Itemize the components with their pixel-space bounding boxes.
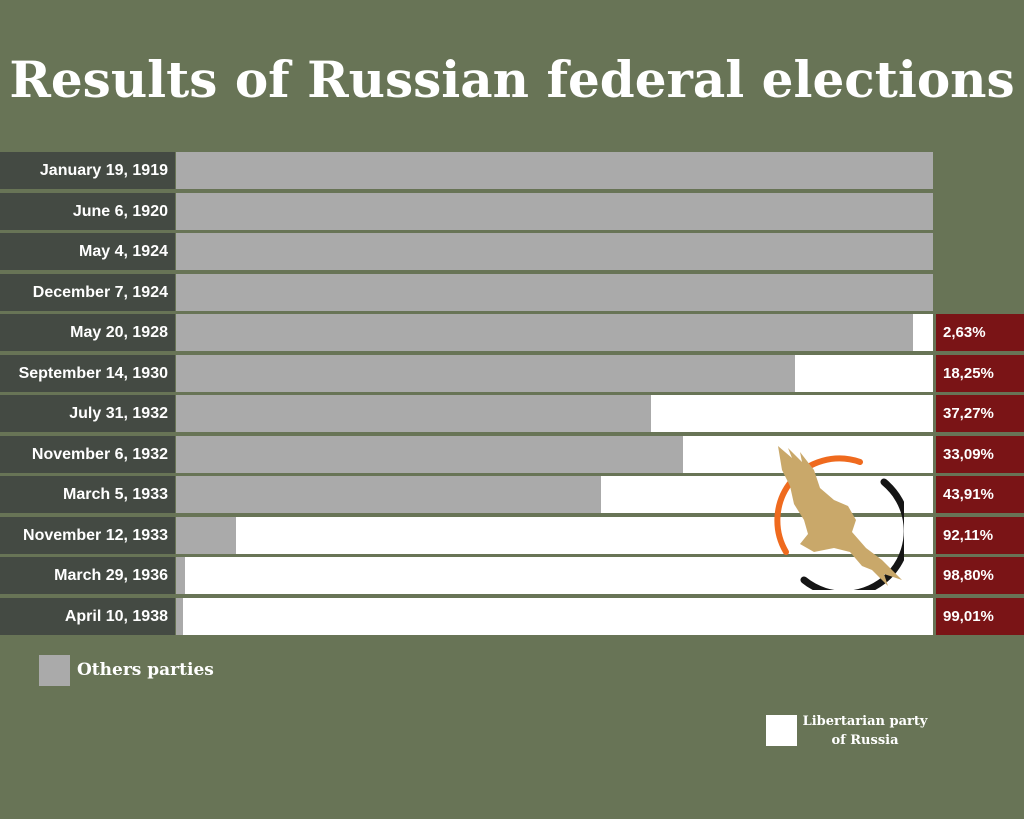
category-label: March 5, 1933 [0,476,175,513]
election-bar-chart: January 19, 1919 June 6, 1920 May 4, 1924 D… [0,152,1024,638]
value-label: 18,25% [936,354,1024,392]
bar-libertarian [794,354,933,392]
chart-row: April 10, 1938 99,01% [0,597,1024,635]
legend-swatch-others [39,655,70,686]
chart-row: July 31, 1932 37,27% [0,395,1024,432]
category-label: April 10, 1938 [0,597,175,635]
category-label: May 20, 1928 [0,314,175,351]
value-label: 98,80% [936,557,1024,594]
bar-libertarian [185,557,933,594]
bar-track [176,597,933,635]
chart-row: September 14, 1930 18,25% [0,354,1024,392]
category-label: November 6, 1932 [0,435,175,473]
bar-libertarian [650,395,933,432]
category-label: January 19, 1919 [0,152,175,189]
chart-row: May 4, 1924 [0,233,1024,270]
legend-label-libertarian: Libertarian party of Russia [800,712,930,750]
bar-others [176,314,914,351]
bar-track [176,354,933,392]
value-label: 99,01% [936,597,1024,635]
category-label: May 4, 1924 [0,233,175,270]
bar-others [176,597,184,635]
page-title: Results of Russian federal elections [9,50,1015,109]
chart-row: May 20, 1928 2,63% [0,314,1024,351]
bar-others [176,435,683,473]
bar-libertarian [183,597,933,635]
bar-track [176,152,933,189]
chart-row: June 6, 1920 [0,192,1024,230]
eagle-emblem-icon [774,446,904,590]
chart-row: December 7, 1924 [0,273,1024,311]
bar-others [176,395,651,432]
bar-track [176,273,933,311]
bar-others [176,476,601,513]
chart-row: November 6, 1932 33,09% [0,435,1024,473]
legend-label-libertarian-line1: Libertarian party [802,714,928,729]
bar-track [176,192,933,230]
value-label: 33,09% [936,435,1024,473]
category-label: December 7, 1924 [0,273,175,311]
value-label: 43,91% [936,476,1024,513]
bar-libertarian [600,476,933,513]
bar-track [176,395,933,432]
bar-libertarian [913,314,933,351]
category-label: March 29, 1936 [0,557,175,594]
bar-others [176,273,933,311]
value-label: 92,11% [936,516,1024,554]
chart-row: March 5, 1933 43,91% [0,476,1024,513]
bar-track [176,476,933,513]
bar-others [176,516,236,554]
bar-others [176,233,933,270]
chart-row: January 19, 1919 [0,152,1024,189]
bar-track [176,314,933,351]
category-label: June 6, 1920 [0,192,175,230]
value-label: 2,63% [936,314,1024,351]
bar-track [176,557,933,594]
chart-row: March 29, 1936 98,80% [0,557,1024,594]
bar-others [176,192,933,230]
legend-swatch-libertarian [766,715,797,746]
bar-track [176,435,933,473]
bar-others [176,152,933,189]
category-label: September 14, 1930 [0,354,175,392]
value-label: 37,27% [936,395,1024,432]
category-label: July 31, 1932 [0,395,175,432]
legend-label-others: Others parties [77,660,214,680]
bar-others [176,354,795,392]
legend-label-libertarian-line2: of Russia [831,733,899,748]
category-label: November 12, 1933 [0,516,175,554]
bar-track [176,233,933,270]
bar-others [176,557,186,594]
